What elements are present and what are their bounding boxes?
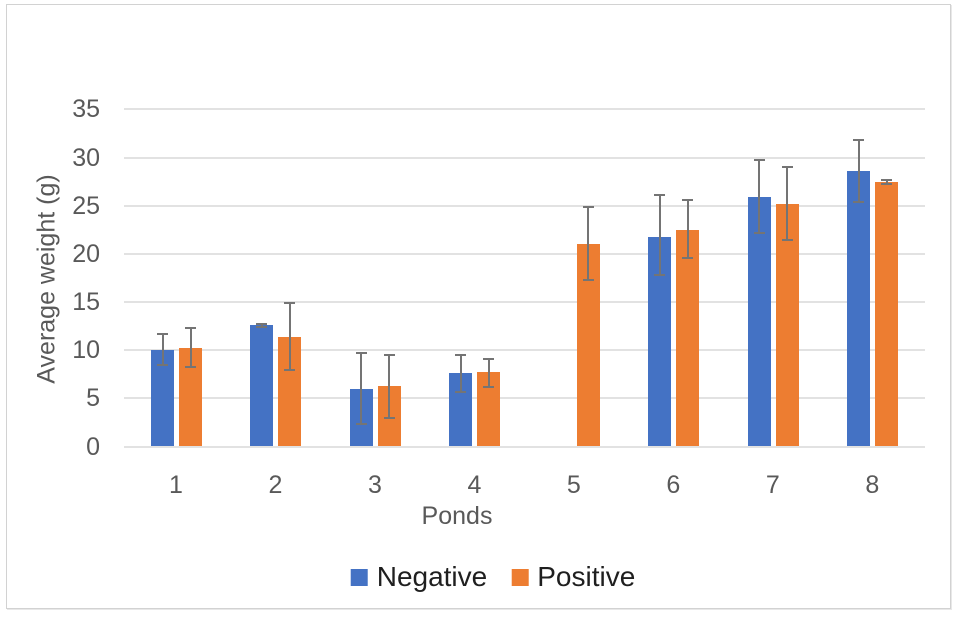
- error-bar-negative-pond-7-cap-bottom: [753, 231, 765, 234]
- gridline-30: [124, 156, 925, 159]
- x-tick-label-5: 5: [566, 471, 581, 499]
- legend-swatch-positive-icon: [511, 568, 529, 586]
- error-bar-positive-pond-6-cap-bottom: [682, 256, 694, 259]
- legend-item-negative: Negative: [350, 560, 488, 594]
- x-tick-label-6: 6: [666, 471, 681, 499]
- error-bar-negative-pond-1-cap-top: [157, 332, 168, 335]
- error-bar-positive-pond-4-cap-top: [483, 357, 495, 360]
- error-bar-negative-pond-7-line: [758, 159, 761, 233]
- error-bar-positive-pond-2-line: [288, 303, 291, 371]
- error-bar-positive-pond-7-cap-top: [781, 166, 793, 169]
- error-bar-positive-pond-8-line: [885, 179, 888, 184]
- error-bar-negative-pond-4-cap-top: [455, 354, 467, 357]
- x-tick-label-3: 3: [367, 471, 382, 499]
- error-bar-negative-pond-2-line: [260, 323, 263, 327]
- error-bar-negative-pond-7-cap-top: [753, 158, 765, 161]
- error-bar-positive-pond-3-line: [388, 355, 391, 418]
- error-bar-negative-pond-6-cap-top: [654, 194, 666, 197]
- x-tick-label-4: 4: [467, 471, 482, 499]
- bar-negative-pond-1: [151, 350, 174, 447]
- error-bar-positive-pond-1-line: [189, 328, 192, 367]
- bar-positive-pond-8: [875, 181, 899, 447]
- error-bar-negative-pond-3-cap-bottom: [355, 423, 367, 426]
- error-bar-negative-pond-6-cap-bottom: [654, 274, 666, 277]
- y-tick-label-0: 0: [86, 432, 100, 461]
- bar-positive-pond-6: [676, 229, 700, 447]
- bar-negative-pond-6: [648, 236, 672, 447]
- bar-negative-pond-4: [449, 373, 473, 447]
- error-bar-negative-pond-4-cap-bottom: [455, 390, 467, 393]
- x-tick-label-2: 2: [268, 471, 283, 499]
- error-bar-positive-pond-4-cap-bottom: [483, 385, 495, 388]
- legend-label-negative: Negative: [376, 561, 488, 592]
- bar-negative-pond-7: [747, 197, 771, 447]
- error-bar-negative-pond-2-cap-top: [256, 322, 268, 325]
- error-bar-positive-pond-8-cap-bottom: [881, 182, 893, 185]
- y-tick-label-10: 10: [72, 336, 100, 365]
- error-bar-negative-pond-2-cap-bottom: [256, 325, 268, 328]
- error-bar-negative-pond-6-line: [658, 195, 661, 276]
- error-bar-positive-pond-5-cap-top: [582, 205, 594, 208]
- error-bar-negative-pond-3-cap-top: [355, 352, 367, 355]
- error-bar-negative-pond-1-line: [161, 333, 164, 365]
- bar-negative-pond-2: [250, 325, 274, 447]
- error-bar-positive-pond-8-cap-top: [881, 178, 893, 181]
- bar-negative-pond-8: [847, 171, 871, 447]
- x-tick-label-1: 1: [169, 471, 183, 499]
- x-tick-label-7: 7: [765, 471, 780, 499]
- error-bar-positive-pond-2-cap-top: [284, 302, 296, 305]
- legend: Negative Positive: [350, 560, 635, 594]
- y-tick-label-25: 25: [72, 191, 100, 220]
- error-bar-positive-pond-1-cap-top: [185, 327, 196, 330]
- error-bar-negative-pond-3-line: [360, 353, 363, 425]
- x-axis-title: Ponds: [421, 502, 493, 530]
- error-bar-positive-pond-6-line: [686, 200, 689, 258]
- gridline-10: [124, 349, 925, 352]
- error-bar-negative-pond-4-line: [459, 355, 462, 392]
- error-bar-positive-pond-4-line: [487, 358, 490, 387]
- bar-positive-pond-1: [179, 348, 202, 447]
- bar-positive-pond-2: [278, 336, 302, 447]
- legend-item-positive: Positive: [511, 560, 635, 594]
- bar-positive-pond-5: [576, 244, 600, 447]
- legend-label-positive: Positive: [537, 561, 636, 592]
- error-bar-positive-pond-1-cap-bottom: [185, 365, 196, 368]
- bar-positive-pond-4: [477, 372, 501, 447]
- error-bar-positive-pond-6-cap-top: [682, 199, 694, 201]
- gridline-5: [124, 397, 925, 400]
- error-bar-negative-pond-1-cap-bottom: [157, 363, 168, 366]
- error-bar-positive-pond-5-cap-bottom: [582, 278, 594, 281]
- y-tick-label-20: 20: [72, 239, 100, 268]
- gridline-15: [124, 301, 925, 304]
- error-bar-positive-pond-7-line: [786, 167, 789, 241]
- gridline-20: [124, 252, 925, 255]
- error-bar-positive-pond-2-cap-bottom: [284, 369, 296, 372]
- error-bar-negative-pond-8-cap-bottom: [853, 200, 865, 203]
- bar-positive-pond-7: [775, 203, 799, 447]
- error-bar-negative-pond-8-line: [857, 140, 860, 202]
- y-tick-label-30: 30: [72, 143, 100, 172]
- y-tick-label-15: 15: [72, 288, 100, 317]
- error-bar-positive-pond-5-line: [587, 206, 590, 280]
- x-tick-label-8: 8: [865, 471, 880, 499]
- x-axis-baseline: [124, 445, 925, 448]
- y-tick-label-5: 5: [86, 384, 100, 413]
- gridline-35: [124, 108, 925, 111]
- y-tick-label-35: 35: [72, 95, 100, 124]
- y-axis-title: Average weight (g): [32, 174, 61, 384]
- error-bar-positive-pond-3-cap-top: [383, 354, 395, 357]
- error-bar-positive-pond-7-cap-bottom: [781, 239, 793, 242]
- error-bar-positive-pond-3-cap-bottom: [383, 416, 395, 419]
- legend-swatch-negative-icon: [350, 568, 368, 586]
- gridline-25: [124, 204, 925, 207]
- error-bar-negative-pond-8-cap-top: [853, 139, 865, 142]
